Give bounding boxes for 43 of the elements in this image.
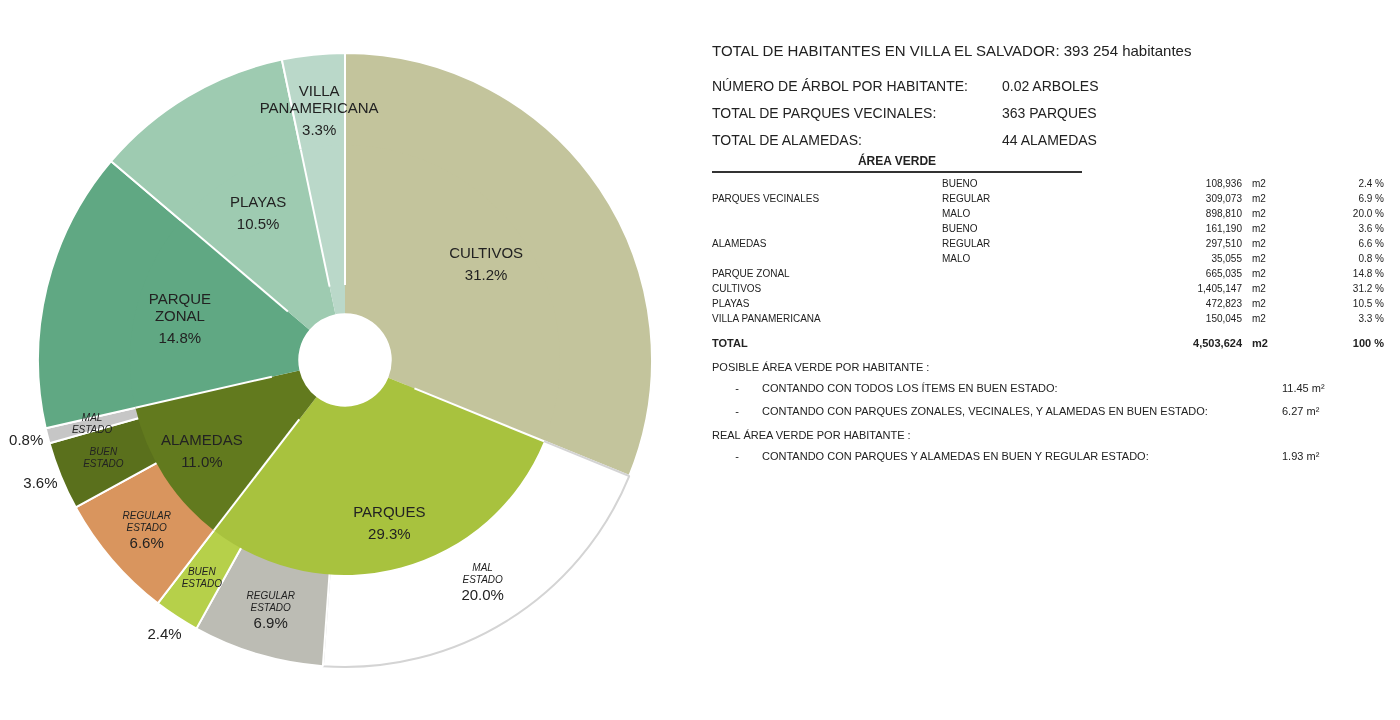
data-label: 20.0% [461, 585, 504, 603]
text: ALAMEDAS REGULAR 297,510 m2 6.6 % [712, 238, 1384, 249]
data-label: 6.9% [253, 614, 288, 632]
text: - CONTANDO CON PARQUES ZONALES, VECINALES, Y ALAMEDAS EN BUEN ESTADO: 6.27 m² [735, 405, 1320, 417]
data-label: 3.6% [23, 474, 58, 492]
text: NÚMERO DE ÁRBOL POR HABITANTE: 0.02 ARBOLES [712, 78, 1099, 94]
text: BUENO 108,936 m2 2.4 % [942, 178, 1384, 189]
data-label: 11.0% [181, 452, 223, 470]
slice-label: VILLA PANAMERICANA [259, 81, 379, 116]
data-label: 2.4% [147, 625, 182, 643]
slice-label: CULTIVOS [449, 244, 524, 262]
text: MALO 35,055 m2 0.8 % [942, 253, 1384, 264]
data-label: 10.5% [236, 215, 280, 233]
text: VILLA PANAMERICANA 150,045 m2 3.3 % [712, 313, 1384, 324]
text: BUENO 161,190 m2 3.6 % [942, 223, 1384, 234]
text: MALO 898,810 m2 20.0 % [942, 208, 1384, 219]
data-label: 0.8% [9, 431, 44, 449]
slice-label: PARQUES [353, 503, 426, 521]
data-label: 31.2% [464, 266, 508, 284]
text: - CONTANDO CON TODOS LOS ÍTEMS EN BUEN ESTADO: 11.45 m² [735, 382, 1325, 394]
data-label: 14.8% [158, 329, 202, 347]
text: PARQUES VECINALES REGULAR 309,073 m2 6.9 % [712, 193, 1384, 204]
text: - CONTANDO CON PARQUES Y ALAMEDAS EN BUEN Y REGULAR ESTADO: 1.93 m² [735, 450, 1320, 462]
text: TOTAL DE HABITANTES EN VILLA EL SALVADOR: 393 254 habitantes [712, 42, 1193, 59]
slice-label: BUEN ESTADO [83, 446, 124, 470]
slice-label: REGULAR ESTADO [246, 590, 295, 614]
text: TOTAL 4,503,624 m2 100 % [712, 337, 1384, 349]
text: PLAYAS 472,823 m2 10.5 % [712, 298, 1384, 309]
text: TOTAL DE PARQUES VECINALES: 363 PARQUES [712, 105, 1097, 121]
slice-label: ALAMEDAS [160, 430, 243, 448]
text: POSIBLE ÁREA VERDE POR HABITANTE : [712, 361, 931, 373]
text: ÁREA VERDE [712, 154, 1082, 173]
text: PARQUE ZONAL 665,035 m2 14.8 % [712, 268, 1384, 279]
slice-label: PLAYAS [230, 192, 287, 210]
slice-label: REGULAR ESTADO [122, 509, 171, 533]
data-label: 6.6% [129, 533, 164, 551]
text: TOTAL DE ALAMEDAS: 44 ALAMEDAS [712, 132, 1097, 148]
slice-label: MAL ESTADO [462, 561, 504, 585]
text: CULTIVOS 1,405,147 m2 31.2 % [712, 283, 1384, 294]
slice-label: PARQUE ZONAL [148, 290, 211, 325]
data-label: 3.3% [302, 121, 337, 139]
text: REAL ÁREA VERDE POR HABITANTE : [712, 429, 912, 441]
data-label: 29.3% [368, 525, 411, 543]
